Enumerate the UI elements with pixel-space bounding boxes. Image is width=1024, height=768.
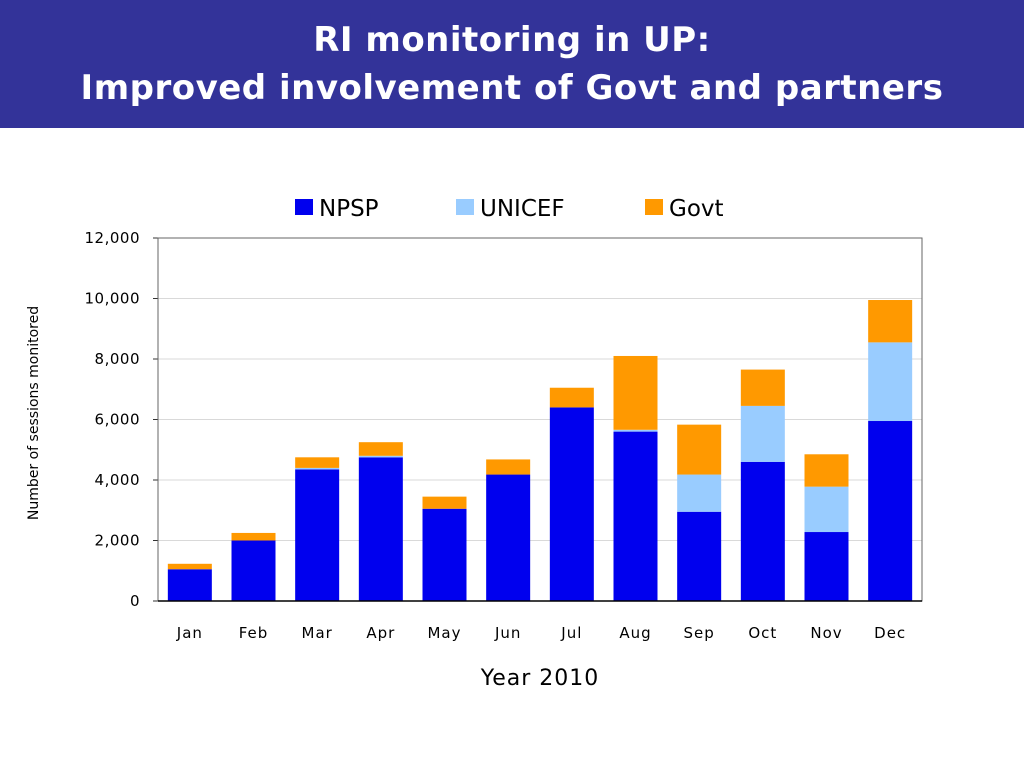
bar-unicef-dec <box>868 342 913 422</box>
bar-npsp-may <box>422 508 467 601</box>
bar-govt-jul <box>549 387 594 408</box>
x-tick-label: May <box>427 624 461 642</box>
bar-npsp-sep <box>677 511 722 601</box>
x-tick-label: Jan <box>176 624 203 642</box>
bar-govt-jan <box>167 563 212 570</box>
bar-npsp-apr <box>358 457 403 601</box>
bar-govt-dec <box>868 300 913 343</box>
x-tick-label: Feb <box>239 624 269 642</box>
bar-govt-aug <box>613 355 658 430</box>
bar-npsp-jul <box>549 407 594 601</box>
bar-unicef-nov <box>804 486 849 533</box>
legend-label-npsp: NPSP <box>319 196 379 222</box>
y-tick-label: 8,000 <box>95 350 140 368</box>
bar-npsp-aug <box>613 431 658 601</box>
x-tick-label: Sep <box>684 624 715 642</box>
x-tick-label: Aug <box>619 624 651 642</box>
bar-govt-sep <box>677 424 722 475</box>
x-tick-label: Dec <box>874 624 906 642</box>
bar-npsp-dec <box>868 421 913 601</box>
bar-unicef-sep <box>677 474 722 512</box>
bar-govt-oct <box>740 369 785 406</box>
bar-npsp-nov <box>804 532 849 601</box>
bar-npsp-jan <box>167 569 212 601</box>
x-tick-label: Jul <box>560 624 582 642</box>
bar-govt-may <box>422 496 467 509</box>
bar-npsp-jun <box>486 474 531 601</box>
legend-swatch-govt <box>645 199 663 215</box>
y-tick-label: 2,000 <box>95 532 140 550</box>
bar-unicef-mar <box>295 467 340 470</box>
slide-title-line1: RI monitoring in UP: <box>313 20 711 60</box>
bar-govt-jun <box>486 459 531 475</box>
x-tick-label: Apr <box>366 624 395 642</box>
bar-govt-feb <box>231 532 276 541</box>
bar-unicef-aug <box>613 429 658 432</box>
legend-swatch-unicef <box>456 199 474 215</box>
x-tick-label: Jun <box>494 624 521 642</box>
y-tick-label: 6,000 <box>95 411 140 429</box>
bar-unicef-oct <box>740 405 785 462</box>
bar-npsp-oct <box>740 461 785 601</box>
bar-npsp-mar <box>295 469 340 601</box>
y-tick-label: 4,000 <box>95 471 140 489</box>
y-tick-label: 12,000 <box>85 229 141 247</box>
y-axis-label: Number of sessions monitored <box>26 306 42 520</box>
x-tick-label: Oct <box>748 624 777 642</box>
x-axis-label: Year 2010 <box>480 666 600 691</box>
y-tick-label: 10,000 <box>85 290 141 308</box>
legend-label-unicef: UNICEF <box>480 196 565 222</box>
y-tick-label: 0 <box>130 592 140 610</box>
x-tick-label: Mar <box>302 624 333 642</box>
legend-swatch-npsp <box>295 199 313 215</box>
bar-govt-nov <box>804 454 849 487</box>
stacked-bar-chart: 0 2,000 4,000 6,000 8,000 10,000 12,000 Jan Feb M… <box>26 196 923 691</box>
bar-unicef-apr <box>358 455 403 458</box>
bar-govt-mar <box>295 457 340 468</box>
x-tick-label: Nov <box>810 624 842 642</box>
title-bar: RI monitoring in UP: Improved involvemen… <box>0 0 1024 128</box>
slide-title-line2: Improved involvement of Govt and partner… <box>80 68 944 108</box>
bar-npsp-feb <box>231 540 276 601</box>
legend-label-govt: Govt <box>669 196 724 222</box>
bar-govt-apr <box>358 442 403 456</box>
